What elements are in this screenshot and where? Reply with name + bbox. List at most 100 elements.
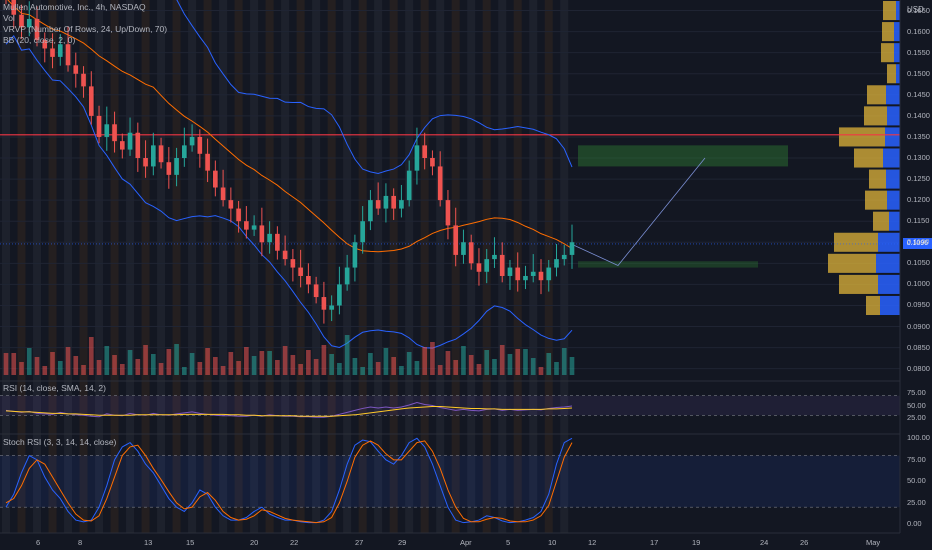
candle-body <box>430 158 435 167</box>
vrvp-down-bar <box>866 295 880 316</box>
session-band <box>436 0 445 533</box>
candle-body <box>236 208 241 222</box>
volume-bar <box>166 349 172 375</box>
candle-body <box>368 200 373 222</box>
volume-bar <box>104 346 110 375</box>
volume-bar <box>422 347 428 375</box>
vrvp-down-bar <box>839 127 885 147</box>
candle-body <box>399 200 404 209</box>
vrvp-down-bar <box>887 64 896 84</box>
bollinger-bands <box>5 0 573 349</box>
volume-bar <box>34 357 40 375</box>
volume-bar <box>492 359 497 375</box>
volume-bar <box>259 351 265 375</box>
legend-symbol[interactable]: Mullen Automotive, Inc., 4h, NASDAQ <box>3 2 146 12</box>
candle-body <box>523 275 528 281</box>
candle-body <box>344 267 350 285</box>
candle-body <box>414 145 420 171</box>
volume-bar <box>19 362 24 375</box>
volume-bar <box>11 353 17 375</box>
candle-body <box>538 271 544 281</box>
volume-bar <box>375 362 381 375</box>
session-band <box>33 0 42 533</box>
volume-bar <box>383 348 389 375</box>
candle-body <box>453 225 459 255</box>
candle-body <box>290 259 296 268</box>
candle-body <box>406 170 412 201</box>
vrvp-down-bar <box>881 43 894 63</box>
candle-body <box>96 115 102 137</box>
volume-bar <box>399 366 404 375</box>
volume-bar <box>561 348 567 375</box>
price-tick-label: 0.0950 <box>907 300 930 310</box>
candle-body <box>11 0 17 15</box>
candle-body <box>143 158 148 167</box>
vrvp-down-bar <box>873 211 889 231</box>
session-band <box>110 0 119 533</box>
price-tick-label: 0.0850 <box>907 342 930 352</box>
candle-body <box>112 124 117 142</box>
candle-body <box>313 284 319 298</box>
vrvp-down-bar <box>882 22 894 42</box>
vrvp-up-bar <box>894 22 900 42</box>
price-tick-label: 0.1150 <box>907 216 930 226</box>
time-tick-label: 22 <box>290 538 299 547</box>
volume-bar <box>569 357 575 375</box>
price-tick-label: 0.1650 <box>907 5 930 15</box>
volume-bar <box>112 355 117 375</box>
price-tick-label: 0.1600 <box>907 26 930 36</box>
candle-body <box>275 233 280 251</box>
volume-bar <box>391 357 396 375</box>
session-band <box>358 0 367 533</box>
stoch-tick-label: 100.00 <box>907 433 930 443</box>
currency-label[interactable]: USD <box>907 5 924 14</box>
candle-body <box>42 40 48 49</box>
candle-body <box>182 145 187 159</box>
candle-body <box>135 132 141 159</box>
volume-bar <box>267 351 272 375</box>
volume-bar <box>360 367 365 375</box>
volume-bar <box>197 362 203 375</box>
time-tick-label: 19 <box>692 538 701 547</box>
candle-body <box>360 221 365 243</box>
volume-bar <box>507 354 513 375</box>
volume-bar <box>352 358 358 375</box>
volume-bar <box>57 361 63 375</box>
volume-bar <box>150 354 156 375</box>
candle-body <box>259 225 265 243</box>
time-tick-label: 13 <box>144 538 153 547</box>
volume-bar <box>476 364 482 375</box>
stoch-rsi-pane <box>0 433 900 524</box>
candle-body <box>375 200 381 209</box>
volume-bar <box>50 352 55 375</box>
candle-body <box>461 242 466 255</box>
volume-bar <box>182 367 187 375</box>
support-zone <box>578 261 758 268</box>
time-tick-label: 24 <box>760 538 769 547</box>
legend-rsi[interactable]: RSI (14, close, SMA, 14, 2) <box>3 383 106 393</box>
legend-stoch-rsi[interactable]: Stoch RSI (3, 3, 14, 14, close) <box>3 437 117 447</box>
volume-bar <box>453 360 459 375</box>
time-tick-label: 27 <box>355 538 364 547</box>
price-tick-label: 0.1250 <box>907 174 930 184</box>
bb-upper <box>176 0 573 175</box>
legend-bb[interactable]: BB (20, close, 2, 0) <box>3 35 76 45</box>
session-band <box>203 0 212 533</box>
vrvp-down-bar <box>869 169 886 189</box>
session-band <box>79 0 88 533</box>
candle-body <box>499 254 505 276</box>
candlesticks <box>5 0 575 324</box>
volume-bar <box>313 359 319 375</box>
session-band <box>405 0 414 533</box>
session-band <box>126 0 135 533</box>
session-band <box>250 0 259 533</box>
volume-bar <box>499 345 505 375</box>
price-tick-label: 0.1300 <box>907 153 930 162</box>
time-tick-label: 10 <box>548 538 557 547</box>
vrvp-up-bar <box>896 64 900 84</box>
legend-vrvp[interactable]: VRVP (Number Of Rows, 24, Up/Down, 70) <box>3 24 168 34</box>
volume-bar <box>321 345 327 375</box>
volume-bar <box>530 358 536 375</box>
legend-vol[interactable]: Vol <box>3 13 15 23</box>
